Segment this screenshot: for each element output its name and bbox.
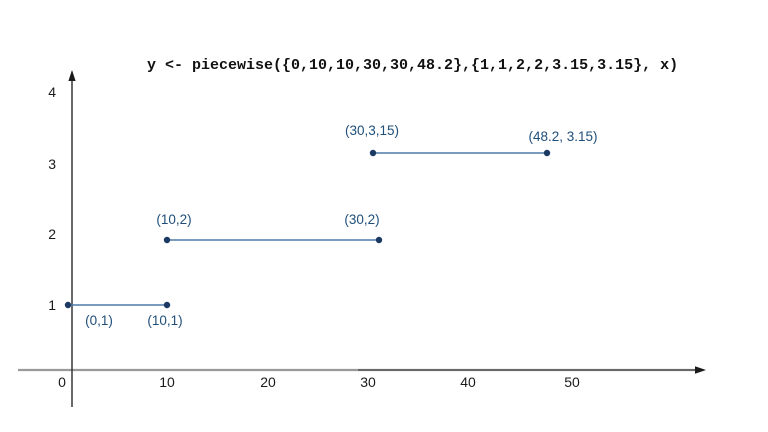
y-tick-3: 3 (48, 156, 56, 172)
plot-title: y <- piecewise({0,10,10,30,30,48.2},{1,1… (147, 57, 679, 74)
label-point-48.2-3.15: (48.2, 3.15) (528, 129, 598, 144)
x-tick-10: 10 (159, 374, 175, 390)
x-tick-30: 30 (360, 374, 376, 390)
label-point-30-2: (30,2) (344, 212, 380, 227)
label-point-10-1: (10,1) (147, 313, 183, 328)
label-point-10-2: (10,2) (156, 212, 192, 227)
y-tick-4: 4 (48, 84, 56, 100)
y-tick-1: 1 (48, 297, 56, 313)
y-axis-arrow-icon (68, 70, 76, 81)
point-48.2-3.15 (543, 149, 551, 157)
y-tick-2: 2 (48, 226, 56, 242)
point-30-3.15 (369, 149, 377, 157)
point-30-2 (375, 236, 383, 244)
point-0-1 (64, 301, 72, 309)
point-10-1 (163, 301, 171, 309)
x-tick-0: 0 (58, 374, 66, 390)
label-point-0-1: (0,1) (85, 313, 113, 328)
x-tick-40: 40 (460, 374, 476, 390)
label-point-30-3.15: (30,3,15) (344, 123, 400, 138)
x-axis-arrow-icon (695, 366, 706, 374)
x-tick-20: 20 (260, 374, 276, 390)
x-tick-50: 50 (564, 374, 580, 390)
point-10-2 (163, 236, 171, 244)
